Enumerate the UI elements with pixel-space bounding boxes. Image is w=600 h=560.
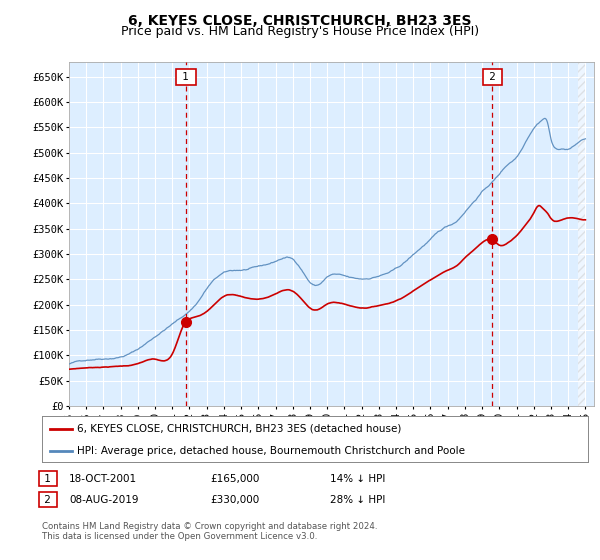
Text: £330,000: £330,000 — [210, 494, 259, 505]
Text: 6, KEYES CLOSE, CHRISTCHURCH, BH23 3ES: 6, KEYES CLOSE, CHRISTCHURCH, BH23 3ES — [128, 14, 472, 28]
Text: 18-OCT-2001: 18-OCT-2001 — [69, 474, 137, 484]
Text: 2: 2 — [486, 72, 499, 82]
Text: 1: 1 — [41, 474, 55, 484]
Text: 28% ↓ HPI: 28% ↓ HPI — [330, 494, 385, 505]
Text: Price paid vs. HM Land Registry's House Price Index (HPI): Price paid vs. HM Land Registry's House … — [121, 25, 479, 38]
Text: 1: 1 — [179, 72, 193, 82]
Text: Contains HM Land Registry data © Crown copyright and database right 2024.
This d: Contains HM Land Registry data © Crown c… — [42, 522, 377, 542]
Text: 08-AUG-2019: 08-AUG-2019 — [69, 494, 139, 505]
Text: 2: 2 — [41, 494, 55, 505]
Text: £165,000: £165,000 — [210, 474, 259, 484]
Text: 6, KEYES CLOSE, CHRISTCHURCH, BH23 3ES (detached house): 6, KEYES CLOSE, CHRISTCHURCH, BH23 3ES (… — [77, 424, 402, 434]
Text: HPI: Average price, detached house, Bournemouth Christchurch and Poole: HPI: Average price, detached house, Bour… — [77, 446, 466, 455]
Text: 14% ↓ HPI: 14% ↓ HPI — [330, 474, 385, 484]
